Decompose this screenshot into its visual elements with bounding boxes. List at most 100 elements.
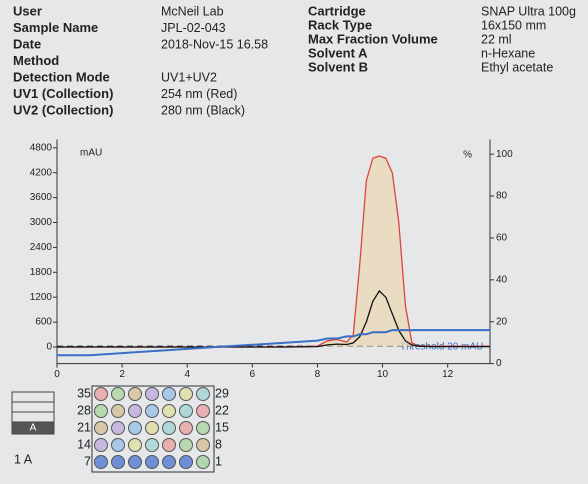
rack-row-label: 28 — [77, 403, 91, 417]
rack-tube — [162, 404, 176, 418]
info-label: User — [13, 3, 42, 18]
rack-tube — [145, 387, 159, 401]
y2-tick-label: 20 — [496, 316, 508, 327]
rack-tube — [111, 438, 125, 452]
info-label: Max Fraction Volume — [308, 31, 438, 46]
x-tick-label: 0 — [54, 369, 60, 380]
y-tick-label: 0 — [46, 342, 52, 353]
info-label: Date — [13, 36, 41, 51]
y2-tick-label: 60 — [496, 233, 508, 244]
rack-row-label: 29 — [215, 386, 229, 400]
rack-tube — [128, 387, 142, 401]
info-value: n-Hexane — [481, 46, 535, 60]
info-label: Method — [13, 53, 59, 68]
rack-row-label: 22 — [215, 403, 229, 417]
uv1-area — [57, 156, 490, 347]
rack-tube — [128, 421, 142, 435]
rack-row-label: 7 — [84, 454, 91, 468]
rack-tube — [128, 438, 142, 452]
info-label: Rack Type — [308, 17, 372, 32]
rack-tube — [162, 455, 176, 469]
info-label: Detection Mode — [13, 69, 110, 84]
series-line — [57, 289, 490, 348]
x-tick-label: 12 — [442, 369, 454, 380]
info-value: 280 nm (Black) — [161, 103, 245, 117]
rack-tube — [179, 438, 193, 452]
y-tick-label: 4200 — [30, 167, 53, 178]
y2-tick-label: 80 — [496, 191, 508, 202]
info-label: Solvent B — [308, 59, 368, 74]
x-tick-label: 4 — [184, 369, 190, 380]
y-tick-label: 600 — [35, 317, 52, 328]
info-value: Ethyl acetate — [481, 60, 553, 74]
rack-tube — [145, 438, 159, 452]
rack-tube — [111, 421, 125, 435]
rack-tube — [145, 421, 159, 435]
y-tick-label: 1200 — [30, 292, 53, 303]
rack-tube — [162, 421, 176, 435]
rack-row-label: 15 — [215, 420, 229, 434]
rack-tube — [94, 421, 108, 435]
series-line — [57, 329, 490, 357]
info-label: UV1 (Collection) — [13, 86, 113, 101]
y2-axis-label: % — [463, 150, 472, 161]
y2-tick-label: 100 — [496, 149, 513, 160]
info-value: 16x150 mm — [481, 18, 546, 32]
rack-tube — [94, 404, 108, 418]
rack-tube — [145, 404, 159, 418]
y2-tick-label: 40 — [496, 274, 508, 285]
rack-row-label: 8 — [215, 437, 222, 451]
y-tick-label: 4800 — [30, 142, 53, 153]
y-tick-label: 3000 — [30, 217, 53, 228]
rack-tube — [196, 404, 210, 418]
rack-tube — [94, 455, 108, 469]
y-tick-label: 3600 — [30, 192, 53, 203]
rack-tube — [196, 438, 210, 452]
x-tick-label: 10 — [377, 369, 389, 380]
rack-tube — [179, 387, 193, 401]
rack-tube — [111, 387, 125, 401]
tray-label: 1 A — [14, 452, 33, 466]
y-axis-label: mAU — [80, 148, 102, 159]
rack-row-label: 21 — [77, 420, 91, 434]
info-value: 254 nm (Red) — [161, 87, 237, 101]
tray-slot-active — [11, 421, 55, 435]
rack-tube — [196, 421, 210, 435]
rack-row-label: 1 — [215, 454, 222, 468]
info-value: 22 ml — [481, 32, 512, 46]
rack-tube — [196, 387, 210, 401]
rack-tube — [196, 455, 210, 469]
info-label: Cartridge — [308, 3, 366, 18]
info-label: Sample Name — [13, 20, 98, 35]
info-value: SNAP Ultra 100g — [481, 4, 576, 18]
y2-tick-label: 0 — [496, 358, 502, 369]
rack: A 1 A — [11, 385, 215, 473]
rack-tube — [94, 387, 108, 401]
rack-tube — [145, 455, 159, 469]
info-label: UV2 (Collection) — [13, 102, 113, 117]
info-value: UV1+UV2 — [161, 70, 217, 84]
y-tick-label: 1800 — [30, 267, 53, 278]
info-value: McNeil Lab — [161, 4, 224, 18]
rack-frame — [91, 385, 215, 473]
rack-row-label: 14 — [77, 437, 91, 451]
rack-tube — [111, 455, 125, 469]
rack-tube — [94, 438, 108, 452]
info-value: JPL-02-043 — [161, 21, 226, 35]
info-label: Solvent A — [308, 45, 368, 60]
rack-tube — [111, 404, 125, 418]
x-tick-label: 8 — [315, 369, 321, 380]
rack-tube — [162, 387, 176, 401]
rack-tube — [128, 455, 142, 469]
rack-tube — [179, 404, 193, 418]
x-tick-label: 6 — [250, 369, 256, 380]
rack-tube — [179, 421, 193, 435]
rack-tube — [128, 404, 142, 418]
rack-tube — [179, 455, 193, 469]
x-tick-label: 2 — [119, 369, 125, 380]
tray-name: A — [30, 423, 37, 434]
rack-tube — [162, 438, 176, 452]
rack-row-label: 35 — [77, 386, 91, 400]
info-value: 2018-Nov-15 16.58 — [161, 37, 268, 51]
